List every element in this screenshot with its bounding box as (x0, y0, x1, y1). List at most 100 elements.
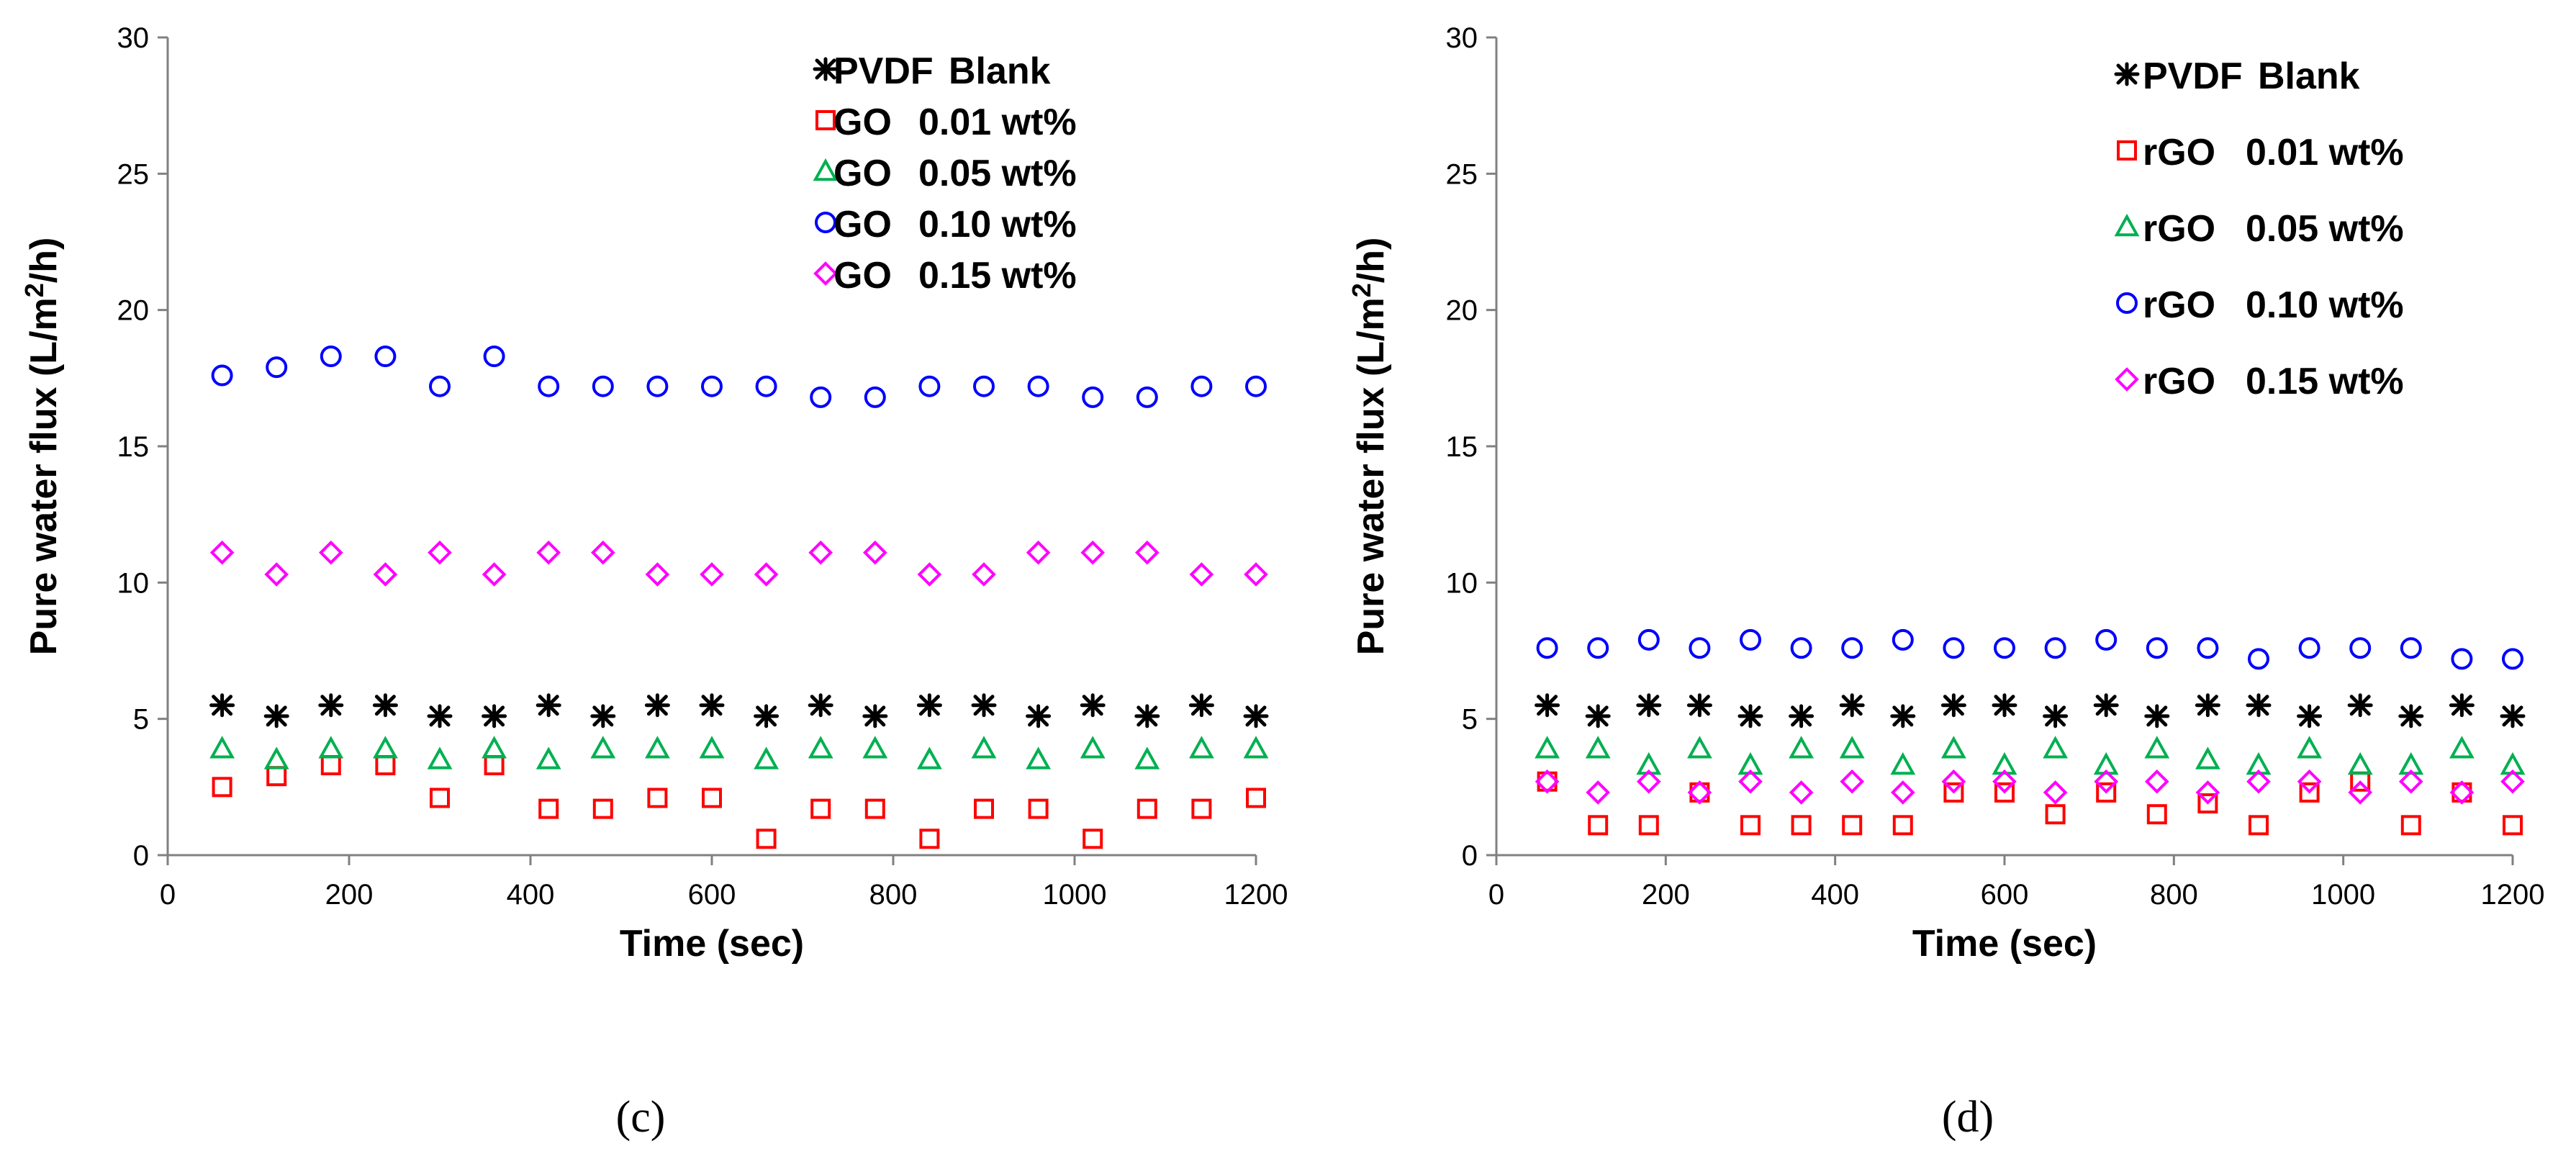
data-point (1789, 704, 1815, 728)
data-point (1890, 752, 1916, 775)
data-point (1083, 829, 1103, 849)
data-point (1026, 746, 1051, 769)
data-point (2195, 780, 2220, 805)
data-point (2043, 736, 2068, 759)
series-1 (212, 755, 1266, 849)
y-tick-label: 0 (1462, 840, 1478, 872)
data-point (1082, 386, 1104, 408)
data-point (972, 562, 996, 587)
series-0 (1535, 693, 2526, 728)
legend-marker (2117, 140, 2137, 161)
legend-series-name: GO (833, 153, 892, 194)
data-point (1028, 798, 1049, 819)
data-point (916, 693, 942, 718)
data-point (2249, 815, 2269, 836)
data-point (1245, 375, 1267, 397)
legend-series-name: GO (833, 204, 892, 245)
legend-series-name: PVDF (833, 50, 934, 92)
data-point (428, 540, 452, 565)
data-point (1637, 628, 1660, 651)
data-point (918, 375, 941, 397)
data-point (1026, 704, 1052, 728)
data-point (1638, 815, 1659, 836)
data-point (1636, 769, 1661, 794)
data-point (373, 562, 398, 587)
legend-series-label: Blank (949, 50, 1051, 92)
x-tick-label: 800 (2150, 879, 2198, 911)
data-point (374, 346, 397, 368)
data-point (2044, 637, 2066, 659)
data-point (2197, 793, 2218, 814)
series-0 (209, 693, 1269, 728)
y-tick-label: 0 (133, 840, 149, 872)
data-point (2095, 628, 2118, 651)
data-point (2451, 648, 2473, 670)
data-point (699, 736, 725, 759)
data-point (592, 798, 613, 819)
legend: PVDF Blank GO 0.01 wt% GO 0.05 wt% GO 0.10 wt% G… (813, 50, 1077, 297)
data-point (1536, 637, 1558, 659)
x-tick-label: 200 (325, 879, 374, 911)
legend-marker (815, 212, 836, 233)
data-point (808, 693, 833, 718)
data-point (318, 540, 343, 565)
data-point (2144, 736, 2170, 759)
data-point (1687, 780, 1712, 805)
legend-series-label: 0.05 wt% (2246, 208, 2404, 250)
data-point (756, 829, 777, 849)
data-point (810, 386, 832, 408)
data-point (1136, 386, 1158, 408)
data-point (646, 375, 669, 397)
data-point (2093, 693, 2119, 718)
legend-marker (813, 158, 839, 181)
data-point (1190, 375, 1213, 397)
data-point (862, 736, 888, 759)
y-tick-label: 20 (117, 295, 150, 327)
data-point (2248, 648, 2269, 670)
data-point (590, 540, 615, 565)
y-tick-label: 5 (1462, 704, 1478, 736)
data-point (211, 364, 233, 387)
data-point (318, 693, 344, 718)
legend-marker (2115, 367, 2139, 392)
y-axis-title: Pure water flux (L/m2/h) (19, 238, 65, 656)
data-point (1080, 736, 1106, 759)
data-point (2297, 736, 2322, 759)
legend-marker (2116, 292, 2138, 314)
data-point (2246, 769, 2271, 794)
data-point (1892, 815, 1913, 836)
data-point (2400, 815, 2421, 836)
y-axis-title: Pure water flux (L/m2/h) (1347, 238, 1392, 656)
data-point (862, 540, 887, 565)
data-point (482, 704, 507, 728)
legend-series-name: GO (833, 101, 892, 143)
legend-series-label: 0.15 wt% (2246, 361, 2404, 402)
data-point (1535, 693, 1560, 718)
legend-series-label: 0.01 wt% (2246, 132, 2404, 173)
data-point (1941, 736, 1966, 759)
legend: PVDF Blank rGO 0.01 wt% rGO 0.05 wt% rGO 0.10 w… (2114, 55, 2404, 402)
data-point (1191, 798, 1212, 819)
data-point (375, 755, 396, 776)
data-point (209, 736, 235, 759)
data-point (2297, 769, 2322, 794)
legend-series-name: rGO (2143, 132, 2215, 173)
data-point (1689, 637, 1711, 659)
data-point (2449, 780, 2475, 805)
data-point (1243, 736, 1269, 759)
data-point (1026, 540, 1051, 565)
series-2 (1535, 736, 2526, 775)
data-point (2146, 804, 2167, 825)
data-point (2146, 637, 2168, 659)
y-tick-label: 10 (1446, 567, 1478, 599)
data-point (1992, 769, 2017, 794)
x-axis-title: Time (sec) (620, 923, 804, 965)
data-point (1189, 736, 1214, 759)
data-point (2096, 782, 2117, 803)
data-point (1840, 769, 1865, 794)
data-point (754, 704, 779, 728)
chart-panel-0: 0 5 10 15 20 25 30 0 200 400 600 800 1000 1200 Time (s… (19, 22, 1288, 1142)
data-point (1789, 780, 1814, 805)
data-point (266, 766, 287, 787)
data-point (1940, 693, 1966, 718)
